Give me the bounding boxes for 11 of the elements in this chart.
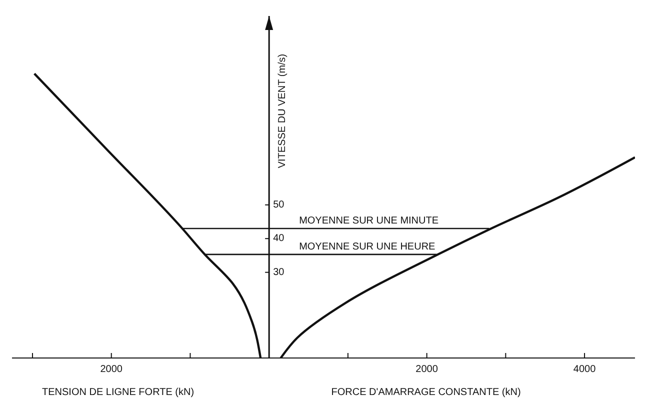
text: TENSION DE LIGNE FORTE (kN) [42, 387, 194, 398]
series-label: MOYENNE SUR UNE MINUTE [299, 215, 439, 226]
series-label: MOYENNE SUR UNE HEURE [299, 241, 436, 252]
x-axis-title: FORCE D'AMARRAGE CONSTANTE (kN) [331, 387, 521, 398]
x-tick-label: 2000 [100, 364, 123, 376]
y-tick-label: 40 [273, 233, 285, 244]
y-axis-title: VITESSE DU VENT (m/s) [277, 54, 288, 168]
y-tick-label: 50 [273, 199, 285, 210]
x-tick-label: 4000 [573, 364, 596, 376]
y-tick-label: 30 [273, 266, 285, 278]
x-tick-label: 2000 [416, 364, 438, 376]
